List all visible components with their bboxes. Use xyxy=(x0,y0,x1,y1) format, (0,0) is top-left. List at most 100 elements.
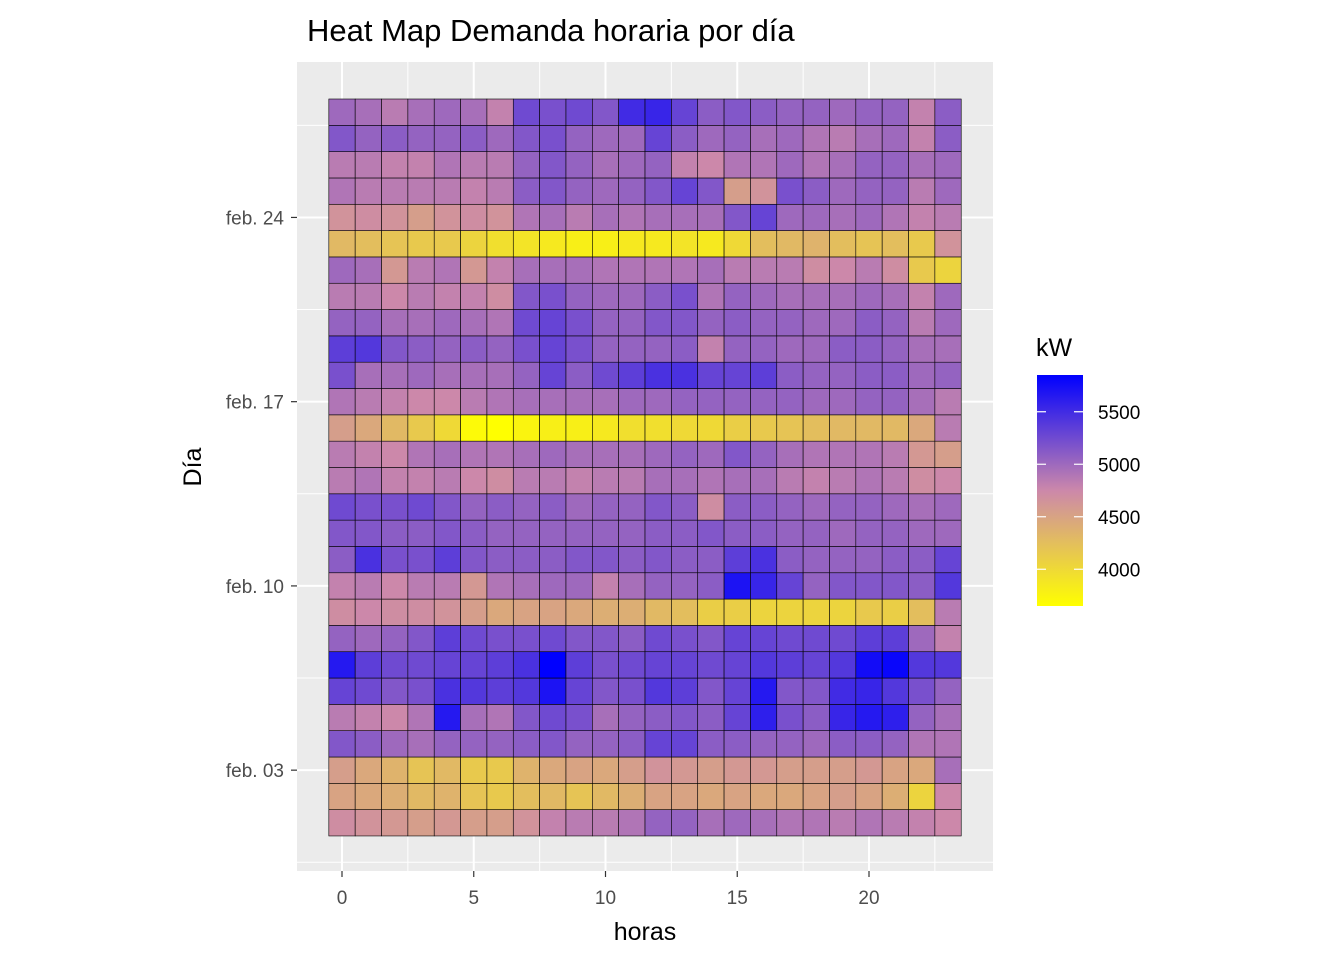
heatmap-cell xyxy=(644,625,672,653)
heatmap-cell xyxy=(592,125,619,152)
heatmap-cell xyxy=(750,730,778,758)
heatmap-cell xyxy=(776,282,804,310)
heatmap-cell xyxy=(565,625,593,653)
heatmap-cell xyxy=(565,730,593,758)
heatmap-cell xyxy=(486,414,514,442)
heatmap-cell xyxy=(908,230,936,258)
heatmap-cell xyxy=(381,361,409,389)
y-axis-title: Día xyxy=(179,447,207,486)
heatmap-cell xyxy=(433,203,461,231)
heatmap-cell xyxy=(644,125,672,152)
heatmap-cell xyxy=(381,756,409,784)
heatmap-cell xyxy=(486,125,514,152)
heatmap-cell xyxy=(592,98,619,126)
heatmap-cell xyxy=(802,546,830,574)
heatmap-cell xyxy=(802,256,830,284)
heatmap-cell xyxy=(539,282,567,310)
legend-tick-label: 4500 xyxy=(1098,508,1140,529)
heatmap-cell xyxy=(776,651,804,679)
heatmap-cell xyxy=(486,625,514,653)
heatmap-cell xyxy=(802,493,830,521)
heatmap-cell xyxy=(381,125,409,152)
heatmap-cell xyxy=(671,756,699,784)
heatmap-cell xyxy=(644,388,672,416)
heatmap-cell xyxy=(460,783,488,810)
heatmap-cell xyxy=(855,361,883,389)
heatmap-cell xyxy=(381,651,409,679)
heatmap-cell xyxy=(750,493,778,521)
heatmap-cell xyxy=(565,598,593,626)
heatmap-cell xyxy=(750,519,778,547)
heatmap-cell xyxy=(671,151,699,179)
heatmap-cell xyxy=(354,572,382,600)
heatmap-cell xyxy=(881,809,909,837)
heatmap-cell xyxy=(618,230,646,258)
heatmap-cell xyxy=(881,230,909,258)
heatmap-cell xyxy=(723,493,751,521)
heatmap-cell xyxy=(829,388,857,416)
heatmap-cell xyxy=(565,440,593,468)
heatmap-cell xyxy=(512,256,540,284)
heatmap-cell xyxy=(829,519,857,547)
heatmap-cell xyxy=(855,414,883,442)
legend-tick-label: 5500 xyxy=(1098,403,1140,424)
heatmap-cell xyxy=(802,704,830,731)
heatmap-cell xyxy=(908,282,936,310)
heatmap-cell xyxy=(644,467,672,495)
heatmap-cell xyxy=(512,783,540,810)
heatmap-cell xyxy=(539,335,567,363)
heatmap-cell xyxy=(855,335,883,363)
heatmap-cell xyxy=(592,282,619,310)
heatmap-cell xyxy=(512,98,540,126)
heatmap-cell xyxy=(934,651,962,679)
heatmap-cell xyxy=(723,598,751,626)
heatmap-cell xyxy=(460,704,488,731)
heatmap-cell xyxy=(433,414,461,442)
heatmap-cell xyxy=(460,98,488,126)
heatmap-cell xyxy=(592,467,619,495)
heatmap-cell xyxy=(829,730,857,758)
heatmap-cell xyxy=(855,625,883,653)
heatmap-cell xyxy=(881,598,909,626)
heatmap-cell xyxy=(776,309,804,337)
heatmap-cell xyxy=(671,177,699,205)
heatmap-cell xyxy=(354,203,382,231)
heatmap-cell xyxy=(618,625,646,653)
heatmap-cell xyxy=(829,151,857,179)
heatmap-cell xyxy=(671,282,699,310)
heatmap-cell xyxy=(934,230,962,258)
heatmap-cell xyxy=(776,440,804,468)
heatmap-cell xyxy=(354,414,382,442)
heatmap-cell xyxy=(354,677,382,705)
heatmap-cell xyxy=(460,598,488,626)
heatmap-cell xyxy=(460,256,488,284)
heatmap-cell xyxy=(512,519,540,547)
heatmap-cell xyxy=(460,388,488,416)
heatmap-cell xyxy=(486,704,514,731)
heatmap-cell xyxy=(433,756,461,784)
heatmap-cell xyxy=(908,730,936,758)
heatmap-cell xyxy=(486,467,514,495)
heatmap-cell xyxy=(723,309,751,337)
y-tick-label: feb. 10 xyxy=(226,577,284,598)
heatmap-cell xyxy=(776,151,804,179)
heatmap-cell xyxy=(829,598,857,626)
heatmap-cell xyxy=(433,493,461,521)
heatmap-cell xyxy=(776,414,804,442)
heatmap-cell xyxy=(618,98,646,126)
heatmap-cell xyxy=(539,598,567,626)
heatmap-cell xyxy=(855,203,883,231)
x-tick-label: 15 xyxy=(727,888,748,909)
heatmap-cell xyxy=(750,151,778,179)
heatmap-cell xyxy=(433,282,461,310)
heatmap-cell xyxy=(328,756,356,784)
heatmap-cell xyxy=(934,388,962,416)
heatmap-cell xyxy=(618,282,646,310)
heatmap-cell xyxy=(460,809,488,837)
heatmap-cell xyxy=(618,756,646,784)
heatmap-cell xyxy=(697,230,725,258)
legend-title: kW xyxy=(1036,334,1073,362)
heatmap-cell xyxy=(433,309,461,337)
heatmap-cell xyxy=(776,730,804,758)
heatmap-cell xyxy=(592,651,619,679)
